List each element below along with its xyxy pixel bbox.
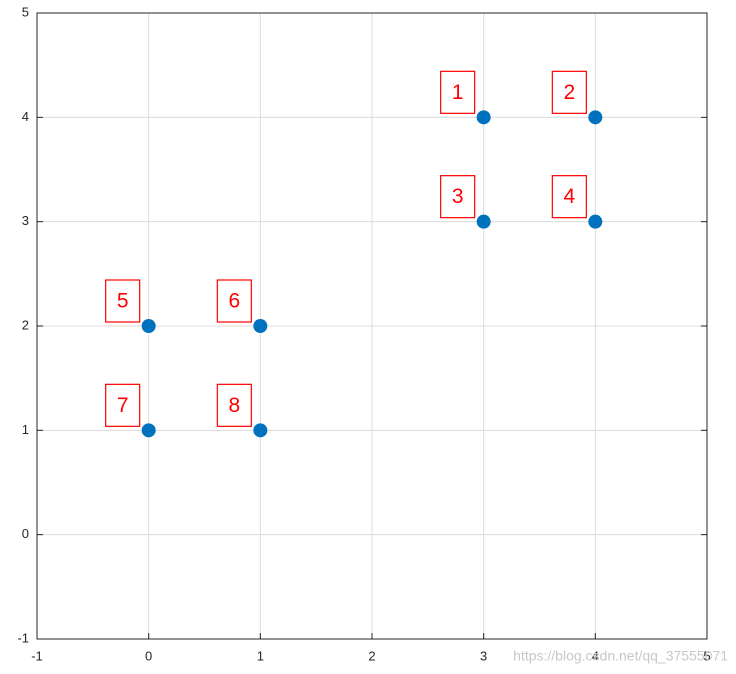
y-tick-label: 3 <box>22 213 29 228</box>
label-box <box>105 279 141 323</box>
point-label: 5 <box>117 290 129 313</box>
watermark: https://blog.csdn.net/qq_37555071 <box>513 648 728 664</box>
x-tick-label: 4 <box>592 648 599 663</box>
point <box>141 423 156 438</box>
label-box <box>440 175 476 219</box>
label-box <box>551 70 587 114</box>
point <box>476 214 491 229</box>
point <box>476 110 491 125</box>
plot-frame <box>36 12 708 640</box>
label-box <box>216 279 252 323</box>
point <box>141 319 156 333</box>
point <box>253 423 268 438</box>
y-tick-label: 1 <box>22 422 29 437</box>
label-box <box>105 383 141 427</box>
point-label: 3 <box>452 185 464 208</box>
point-label: 1 <box>452 81 464 104</box>
point-label: 4 <box>563 185 575 208</box>
y-tick-label: 0 <box>22 526 29 541</box>
y-tick-label: 2 <box>22 317 29 332</box>
x-tick-label: 1 <box>257 648 264 663</box>
point <box>588 214 603 229</box>
x-tick-label: -1 <box>31 648 43 663</box>
point <box>588 110 603 125</box>
y-tick-label: -1 <box>17 630 29 645</box>
point-label: 7 <box>117 394 129 417</box>
y-tick-label: 5 <box>22 4 29 19</box>
x-tick-label: 5 <box>703 648 710 663</box>
y-tick-label: 4 <box>22 109 29 124</box>
label-box <box>440 70 476 114</box>
point-label: 2 <box>563 81 575 104</box>
x-tick-label: 2 <box>368 648 375 663</box>
x-tick-label: 3 <box>480 648 487 663</box>
x-tick-label: 0 <box>145 648 152 663</box>
label-box <box>551 175 587 219</box>
point <box>253 319 268 333</box>
point-label: 6 <box>228 290 240 313</box>
point-label: 8 <box>228 394 240 417</box>
label-box <box>216 383 252 427</box>
